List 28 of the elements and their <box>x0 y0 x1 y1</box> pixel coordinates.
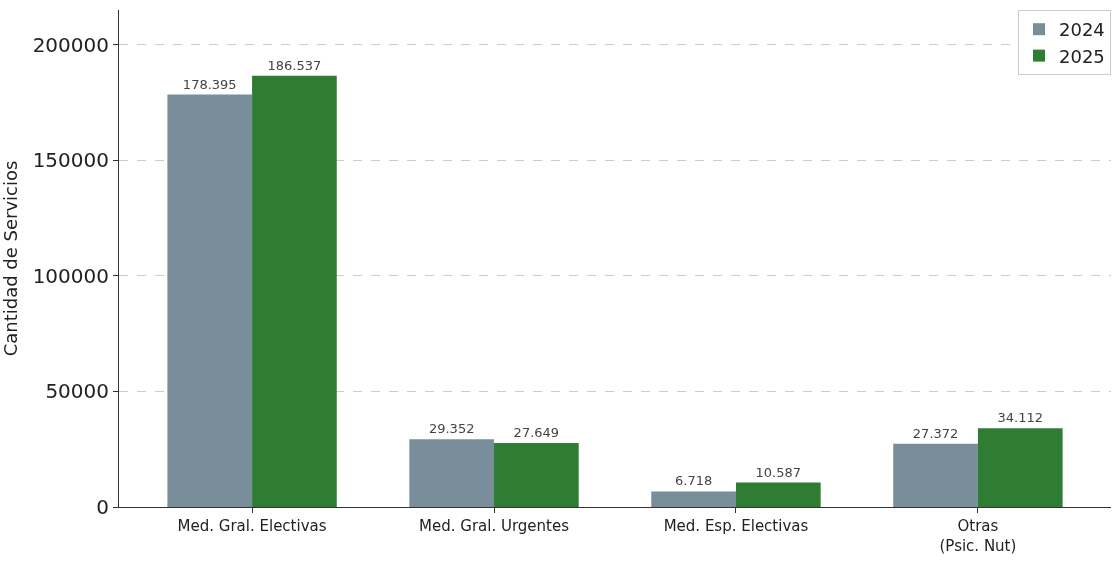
bar <box>735 482 821 507</box>
y-tick-label: 150000 <box>32 148 109 173</box>
bar <box>167 94 253 507</box>
x-tick-label: Otras (Psic. Nut) <box>939 517 1017 555</box>
data-label: 29.352 <box>428 421 475 437</box>
x-tick-label: Med. Esp. Electivas <box>663 517 809 535</box>
y-tick-label: 200000 <box>32 32 109 57</box>
data-label: 27.649 <box>513 425 560 441</box>
data-label: 34.112 <box>997 410 1044 426</box>
data-label: 10.587 <box>755 464 802 480</box>
bar <box>651 491 736 507</box>
bar <box>977 428 1063 507</box>
legend-label: 2025 <box>1059 45 1105 67</box>
data-label: 186.537 <box>267 57 322 73</box>
bar <box>494 443 579 507</box>
bar <box>893 443 978 507</box>
x-tick-label: Med. Gral. Electivas <box>177 517 327 535</box>
x-tick-label: Med. Gral. Urgentes <box>419 517 570 535</box>
bar <box>409 439 495 507</box>
y-tick-label: 0 <box>96 495 109 519</box>
legend-label: 2024 <box>1059 19 1105 41</box>
y-axis-title: Cantidad de Servicios <box>0 160 21 357</box>
y-tick-label: 50000 <box>45 379 109 404</box>
y-tick-label: 100000 <box>32 263 109 288</box>
data-label: 178.395 <box>182 76 237 92</box>
bar <box>252 75 337 507</box>
data-label: 6.718 <box>675 473 713 489</box>
data-label: 27.372 <box>912 425 959 441</box>
